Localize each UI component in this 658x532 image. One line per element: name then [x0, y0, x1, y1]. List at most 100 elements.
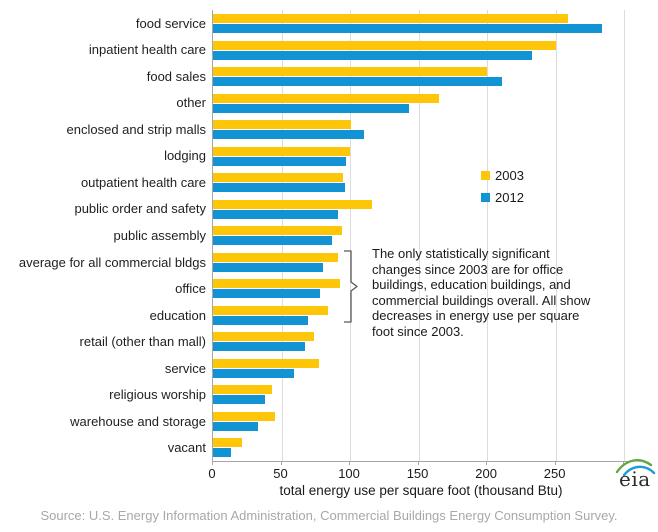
eia-logo-swoosh-icon	[615, 459, 656, 477]
bar-group	[213, 143, 631, 170]
bar-group	[213, 222, 631, 249]
bar-2003	[213, 358, 319, 368]
bar-2012	[213, 262, 323, 272]
bar-group	[213, 90, 631, 117]
category-label: retail (other than mall)	[79, 334, 206, 350]
bar-2003	[213, 438, 242, 448]
category-label: education	[149, 307, 206, 323]
legend-swatch-icon	[481, 170, 490, 180]
bar-2012	[213, 24, 603, 33]
axis-tick-label: 150	[406, 466, 429, 481]
bar-2012	[213, 315, 308, 325]
x-axis-title: total energy use per square foot (thousa…	[279, 483, 563, 498]
bar-2003	[213, 385, 272, 395]
bar-2012	[213, 130, 364, 140]
category-label: enclosed and strip malls	[66, 121, 206, 137]
category-label: service	[164, 360, 206, 376]
bar-2012	[213, 183, 345, 193]
bar-group	[213, 381, 631, 408]
bar-2003	[213, 67, 488, 77]
bar-group	[213, 275, 631, 302]
source-citation: Source: U.S. Energy Information Administ…	[40, 508, 618, 523]
axis-tick-label: 200	[475, 466, 497, 481]
bar-2003	[213, 332, 315, 342]
bar-group	[213, 63, 631, 90]
bar-group	[213, 116, 631, 143]
bar-2003	[213, 305, 329, 315]
eia-logo: eia	[612, 454, 658, 496]
legend-item-2012: 2012	[481, 190, 524, 205]
bar-2003	[213, 226, 342, 236]
bar-2003	[213, 93, 440, 103]
category-label: other	[176, 95, 206, 111]
axis-tick-label: 0	[208, 466, 216, 481]
bar-2003	[213, 199, 372, 209]
axis-tick-label: 50	[273, 466, 288, 481]
bar-group	[213, 249, 631, 276]
axis-tick	[280, 461, 282, 465]
category-label: inpatient health care	[88, 42, 206, 58]
bar-group	[213, 169, 631, 196]
bar-group	[213, 328, 631, 355]
category-label: food sales	[146, 68, 206, 84]
bar-2003	[213, 252, 338, 262]
bar-group	[213, 10, 631, 37]
bar-2012	[213, 448, 231, 458]
eia-logo-text: eia	[619, 467, 651, 491]
axis-tick	[349, 461, 351, 465]
category-labels-column: food service inpatient health care food sa…	[0, 10, 206, 461]
plot-area	[212, 10, 631, 462]
legend-swatch-icon	[481, 192, 490, 202]
bar-2012	[213, 342, 305, 352]
bar-2012	[213, 236, 333, 246]
axis-tick	[212, 461, 213, 465]
legend-label: 2003	[495, 167, 524, 183]
gridline-50	[281, 10, 283, 461]
gridline-200	[487, 10, 489, 461]
bar-2012	[213, 395, 266, 405]
bar-2012	[213, 77, 503, 87]
bar-group	[213, 355, 631, 382]
category-label: warehouse and storage	[70, 413, 206, 429]
gridline-100	[350, 10, 352, 461]
gridline-150	[418, 10, 420, 461]
category-label: religious worship	[109, 387, 206, 403]
category-label: average for all commercial bldgs	[18, 254, 206, 270]
category-label: public order and safety	[74, 201, 206, 217]
category-label: vacant	[167, 440, 206, 456]
bar-2003	[213, 173, 344, 183]
brace-bracket	[343, 250, 359, 328]
bar-group	[213, 37, 631, 64]
bar-2012	[213, 209, 338, 219]
category-label: food service	[135, 15, 206, 31]
bar-group	[213, 434, 631, 461]
bar-2012	[213, 156, 346, 166]
legend: 2003 2012	[481, 168, 524, 212]
bar-2012	[213, 368, 294, 378]
bar-group	[213, 196, 631, 223]
bar-2003	[213, 40, 556, 50]
category-label: outpatient health care	[80, 174, 206, 190]
bar-2012	[213, 421, 259, 431]
gridline-300	[624, 10, 626, 461]
gridline-250	[555, 10, 557, 461]
annotation-text: The only statistically significant chang…	[372, 246, 591, 339]
category-label: public assembly	[113, 227, 207, 243]
bar-2003	[213, 279, 341, 289]
bar-2012	[213, 289, 320, 299]
bar-2012	[213, 103, 409, 113]
axis-tick-label: 250	[543, 466, 566, 481]
category-label: lodging	[164, 148, 206, 164]
bar-group	[213, 302, 631, 329]
bar-group	[213, 408, 631, 435]
legend-item-2003: 2003	[481, 167, 524, 183]
axis-tick	[623, 461, 625, 465]
bar-2003	[213, 411, 275, 421]
bar-2003	[213, 146, 351, 156]
x-axis-ticks	[212, 461, 630, 466]
category-label: office	[175, 281, 206, 297]
axis-tick	[486, 461, 488, 465]
bar-2003	[213, 14, 568, 23]
axis-tick-label: 100	[338, 466, 360, 481]
bar-2003	[213, 120, 352, 130]
